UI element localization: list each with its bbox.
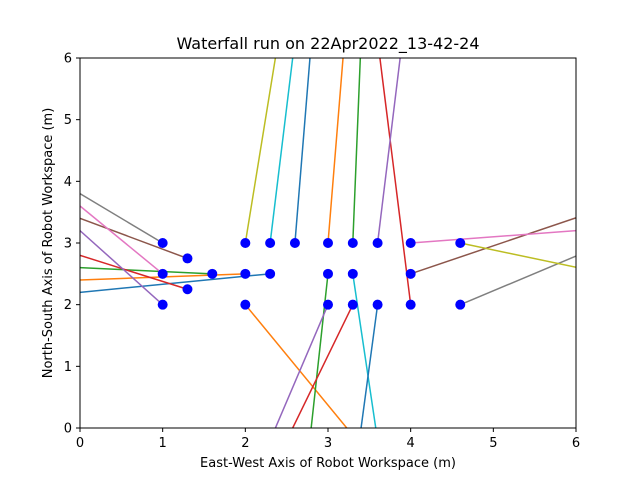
waypoint-marker-10 xyxy=(240,268,251,279)
waypoint-marker-7 xyxy=(240,238,251,248)
chart-title: Waterfall run on 22Apr2022_13-42-24 xyxy=(176,34,479,54)
series-line-17 xyxy=(410,229,576,244)
series-line-9 xyxy=(244,58,277,244)
series-line-15 xyxy=(376,58,401,244)
y-tick-label-0: 0 xyxy=(64,422,72,437)
waypoint-marker-22 xyxy=(455,238,466,248)
y-tick-label-2: 2 xyxy=(64,298,72,313)
series-line-5 xyxy=(80,230,164,306)
waypoint-marker-18 xyxy=(323,299,333,310)
y-axis-label: North-South Axis of Robot Workspace (m) xyxy=(41,108,56,379)
series-layer xyxy=(80,58,576,428)
waypoint-marker-13 xyxy=(323,238,333,248)
series-line-7 xyxy=(80,205,164,275)
y-tick-label-1: 1 xyxy=(64,360,72,375)
waypoint-marker-6 xyxy=(157,299,168,310)
series-line-16 xyxy=(410,216,576,275)
series-line-10 xyxy=(269,58,294,244)
series-line-4 xyxy=(80,254,188,290)
series-line-3 xyxy=(80,266,213,275)
series-line-8 xyxy=(80,193,164,244)
series-line-20 xyxy=(352,273,377,428)
waypoint-marker-8 xyxy=(265,238,276,248)
waypoint-marker-15 xyxy=(372,238,383,248)
y-tick-label-4: 4 xyxy=(64,175,72,190)
waypoint-marker-9 xyxy=(289,238,300,248)
x-axis-label: East-West Axis of Robot Workspace (m) xyxy=(200,456,456,471)
series-line-11 xyxy=(294,58,311,244)
y-axis-ticks: 0 1 2 3 4 5 6 xyxy=(64,52,80,437)
series-line-14 xyxy=(379,58,412,305)
waypoint-marker-5 xyxy=(182,284,193,295)
x-axis-ticks: 0 1 2 3 4 5 6 xyxy=(76,428,580,451)
marker-layer xyxy=(157,238,466,310)
x-tick-label-6: 6 xyxy=(572,436,580,451)
waypoint-marker-24 xyxy=(405,299,416,310)
waypoint-marker-4 xyxy=(207,268,218,279)
x-tick-label-1: 1 xyxy=(159,436,167,451)
x-tick-label-5: 5 xyxy=(489,436,497,451)
waypoint-marker-1 xyxy=(157,238,168,248)
series-line-18 xyxy=(459,255,576,306)
waypoint-marker-12 xyxy=(240,299,251,310)
waypoint-marker-14 xyxy=(347,238,358,248)
waypoint-marker-16 xyxy=(323,268,333,279)
x-tick-label-0: 0 xyxy=(76,436,84,451)
x-tick-label-4: 4 xyxy=(407,436,415,451)
waypoint-marker-11 xyxy=(265,268,276,279)
waypoint-marker-25 xyxy=(455,299,466,310)
y-tick-label-5: 5 xyxy=(64,113,72,128)
series-line-22 xyxy=(244,304,348,428)
waypoint-marker-3 xyxy=(157,268,168,279)
series-line-6 xyxy=(80,217,188,260)
waypoint-marker-23 xyxy=(405,268,416,279)
y-tick-label-6: 6 xyxy=(64,52,72,67)
series-line-19 xyxy=(460,242,576,269)
waypoint-marker-17 xyxy=(347,268,358,279)
series-line-1 xyxy=(80,273,271,294)
waypoint-marker-19 xyxy=(347,299,358,310)
series-line-25 xyxy=(274,304,329,428)
series-line-12 xyxy=(327,58,344,244)
waypoint-marker-20 xyxy=(372,299,383,310)
series-line-13 xyxy=(352,58,362,244)
y-tick-label-3: 3 xyxy=(64,237,72,252)
series-line-24 xyxy=(291,304,354,428)
x-tick-label-2: 2 xyxy=(241,436,249,451)
x-tick-label-3: 3 xyxy=(324,436,332,451)
series-line-21 xyxy=(360,304,379,428)
waypoint-marker-2 xyxy=(182,253,193,264)
waypoint-marker-21 xyxy=(405,238,416,248)
